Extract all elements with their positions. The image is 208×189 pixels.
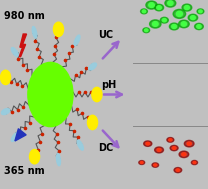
Ellipse shape — [152, 22, 158, 26]
Ellipse shape — [141, 9, 147, 14]
Ellipse shape — [74, 35, 80, 46]
Ellipse shape — [146, 1, 157, 9]
Circle shape — [92, 87, 102, 102]
Circle shape — [30, 149, 40, 164]
Ellipse shape — [167, 138, 174, 142]
Ellipse shape — [179, 151, 189, 158]
Ellipse shape — [179, 20, 189, 28]
Ellipse shape — [155, 4, 164, 11]
Ellipse shape — [174, 167, 182, 173]
Ellipse shape — [89, 63, 97, 70]
Ellipse shape — [1, 109, 10, 115]
Ellipse shape — [162, 19, 166, 22]
Ellipse shape — [11, 132, 18, 141]
Text: 980 nm: 980 nm — [4, 11, 45, 21]
Text: 365 nm: 365 nm — [4, 166, 45, 176]
Ellipse shape — [193, 162, 196, 164]
Ellipse shape — [197, 9, 204, 14]
Ellipse shape — [169, 139, 172, 141]
Ellipse shape — [139, 161, 145, 164]
Ellipse shape — [184, 140, 194, 147]
Ellipse shape — [11, 48, 18, 57]
Ellipse shape — [149, 3, 154, 7]
Ellipse shape — [157, 149, 161, 151]
Ellipse shape — [172, 25, 177, 29]
Ellipse shape — [197, 25, 201, 28]
Ellipse shape — [155, 147, 163, 153]
Ellipse shape — [152, 163, 158, 167]
Text: pH: pH — [101, 80, 116, 90]
Ellipse shape — [143, 28, 150, 33]
Polygon shape — [19, 34, 27, 57]
Ellipse shape — [146, 142, 150, 145]
Ellipse shape — [168, 1, 173, 5]
Ellipse shape — [154, 164, 157, 166]
Ellipse shape — [182, 153, 186, 156]
Ellipse shape — [191, 16, 195, 20]
Ellipse shape — [173, 9, 186, 18]
Circle shape — [88, 115, 98, 130]
Ellipse shape — [165, 0, 176, 7]
Circle shape — [53, 22, 63, 36]
Ellipse shape — [187, 142, 191, 145]
Ellipse shape — [176, 169, 180, 171]
Ellipse shape — [140, 162, 143, 163]
Ellipse shape — [188, 14, 198, 21]
Ellipse shape — [170, 145, 178, 151]
Ellipse shape — [142, 10, 146, 13]
Text: DC: DC — [98, 143, 113, 153]
Ellipse shape — [144, 141, 152, 146]
Ellipse shape — [150, 20, 161, 28]
Polygon shape — [15, 129, 26, 141]
Ellipse shape — [182, 4, 192, 11]
Ellipse shape — [195, 23, 203, 30]
Ellipse shape — [57, 154, 61, 166]
Ellipse shape — [160, 17, 168, 23]
Text: UC: UC — [98, 30, 113, 40]
Circle shape — [28, 62, 73, 127]
Ellipse shape — [181, 22, 187, 26]
Circle shape — [1, 70, 11, 84]
Ellipse shape — [157, 6, 161, 9]
Ellipse shape — [169, 23, 179, 30]
Ellipse shape — [199, 10, 202, 13]
Ellipse shape — [191, 160, 198, 165]
Ellipse shape — [32, 26, 37, 38]
Ellipse shape — [172, 147, 176, 149]
Ellipse shape — [145, 29, 148, 32]
Ellipse shape — [77, 140, 83, 150]
Ellipse shape — [176, 11, 182, 16]
Ellipse shape — [184, 5, 189, 10]
